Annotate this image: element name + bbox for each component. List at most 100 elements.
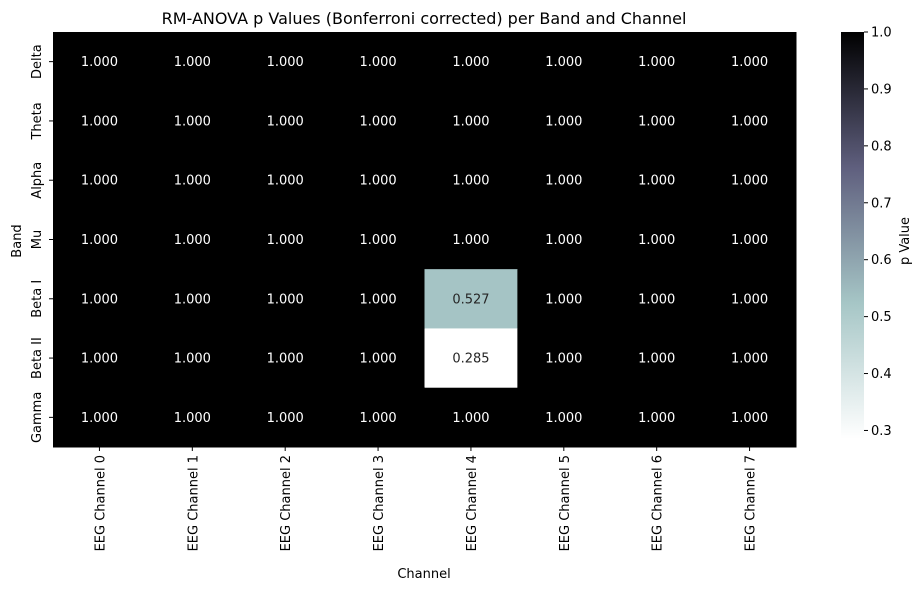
heatmap-cell (238, 150, 333, 211)
heatmap-cell (610, 150, 704, 211)
cell-value-label: 0.527 (452, 292, 489, 307)
heatmap-cell (53, 387, 147, 448)
cell-value-label: 1.000 (731, 352, 768, 367)
x-tick-label: EEG Channel 1 (186, 455, 201, 551)
x-tick-labels: EEG Channel 0 EEG Channel 1 EEG Channel 2 E… (93, 447, 759, 551)
heatmap-cell (238, 269, 333, 329)
heatmap-cell (610, 209, 704, 270)
heatmap-cell (517, 387, 611, 448)
cell-value-label: 1.000 (359, 114, 396, 129)
heatmap-cell (703, 328, 797, 389)
heatmap-cells: 1.000 1.000 1.000 1.000 1.000 1.000 1.000 1.000… (53, 32, 797, 448)
cell-value-label: 1.000 (81, 233, 118, 248)
cell-value-label: 1.000 (731, 55, 768, 70)
heatmap-cell (238, 209, 333, 270)
colorbar: 0.3 0.4 0.5 0.6 0.7 0.8 0.9 1.0 p Value (841, 26, 913, 439)
y-tick-label: Beta I (30, 280, 45, 318)
heatmap-cell (424, 209, 518, 270)
colorbar-ticks: 0.3 0.4 0.5 0.6 0.7 0.8 0.9 1.0 (864, 26, 892, 439)
cell-value-label: 1.000 (267, 55, 304, 70)
heatmap-cell (331, 387, 425, 448)
heatmap-cell (703, 209, 797, 270)
cell-value-label: 1.000 (452, 411, 489, 426)
cell-value-label: 1.000 (638, 292, 675, 307)
colorbar-tick-label: 0.9 (871, 82, 892, 97)
heatmap-cell (331, 328, 425, 389)
x-tick-label: EEG Channel 4 (465, 455, 480, 551)
y-axis-label: Band (10, 224, 25, 257)
cell-value-label: 1.000 (545, 411, 582, 426)
cell-value-label: 1.000 (545, 174, 582, 189)
colorbar-tick-label: 0.7 (871, 196, 892, 211)
heatmap-cell (331, 91, 425, 152)
y-tick-label: Theta (30, 102, 45, 140)
heatmap-cell (331, 150, 425, 211)
cell-value-label: 1.000 (81, 411, 118, 426)
cell-value-label: 1.000 (452, 233, 489, 248)
cell-value-label: 1.000 (545, 114, 582, 129)
cell-value-label: 1.000 (267, 233, 304, 248)
y-tick-label: Mu (30, 230, 45, 249)
heatmap-cell (703, 150, 797, 211)
heatmap-cell (610, 32, 704, 92)
x-tick-label: EEG Channel 2 (279, 455, 294, 551)
cell-value-label: 1.000 (174, 292, 211, 307)
cell-value-label: 1.000 (731, 114, 768, 129)
cell-value-label: 1.000 (359, 411, 396, 426)
chart-title: RM-ANOVA p Values (Bonferroni corrected)… (162, 9, 687, 28)
colorbar-tick-label: 0.5 (871, 310, 892, 325)
cell-value-label: 1.000 (731, 292, 768, 307)
heatmap-cell (238, 328, 333, 389)
heatmap-cell (145, 91, 240, 152)
colorbar-tick-label: 0.3 (871, 424, 892, 439)
heatmap-cell (53, 91, 147, 152)
cell-value-label: 1.000 (452, 174, 489, 189)
heatmap-cell (703, 269, 797, 329)
heatmap-cell (610, 328, 704, 389)
heatmap-cell (424, 269, 518, 329)
cell-value-label: 1.000 (267, 411, 304, 426)
cell-value-label: 1.000 (731, 233, 768, 248)
heatmap-cell (517, 209, 611, 270)
y-tick-label: Alpha (30, 162, 45, 199)
cell-value-label: 1.000 (545, 292, 582, 307)
cell-value-label: 1.000 (731, 411, 768, 426)
x-tick-label: EEG Channel 3 (372, 455, 387, 551)
cell-value-label: 1.000 (174, 411, 211, 426)
cell-value-label: 1.000 (638, 55, 675, 70)
x-axis-label: Channel (397, 567, 450, 582)
colorbar-gradient (841, 32, 864, 439)
heatmap-cell (145, 328, 240, 389)
heatmap-cell (517, 328, 611, 389)
cell-value-label: 1.000 (359, 233, 396, 248)
cell-value-label: 1.000 (638, 233, 675, 248)
cell-value-label: 1.000 (545, 352, 582, 367)
cell-value-label: 1.000 (545, 55, 582, 70)
cell-value-label: 1.000 (81, 114, 118, 129)
colorbar-tick-label: 1.0 (871, 26, 892, 41)
cell-value-label: 1.000 (452, 55, 489, 70)
cell-value-label: 1.000 (452, 114, 489, 129)
cell-value-label: 1.000 (359, 174, 396, 189)
heatmap-cell (331, 32, 425, 92)
cell-value-label: 1.000 (267, 114, 304, 129)
x-tick-label: EEG Channel 7 (744, 455, 759, 551)
cell-value-label: 1.000 (731, 174, 768, 189)
cell-value-label: 1.000 (174, 352, 211, 367)
cell-value-label: 0.285 (452, 352, 489, 367)
cell-value-label: 1.000 (638, 352, 675, 367)
cell-value-label: 1.000 (81, 292, 118, 307)
y-tick-labels: Delta Theta Alpha Mu Beta I Beta II Gamma (30, 44, 53, 443)
y-tick-label: Gamma (30, 392, 45, 443)
cell-value-label: 1.000 (638, 174, 675, 189)
cell-value-label: 1.000 (267, 352, 304, 367)
heatmap-cell (53, 209, 147, 270)
heatmap-cell (424, 150, 518, 211)
cell-value-label: 1.000 (174, 174, 211, 189)
heatmap-cell (145, 32, 240, 92)
cell-value-label: 1.000 (545, 233, 582, 248)
heatmap-cell (517, 150, 611, 211)
cell-value-label: 1.000 (267, 174, 304, 189)
cell-value-label: 1.000 (359, 55, 396, 70)
heatmap-cell (53, 150, 147, 211)
